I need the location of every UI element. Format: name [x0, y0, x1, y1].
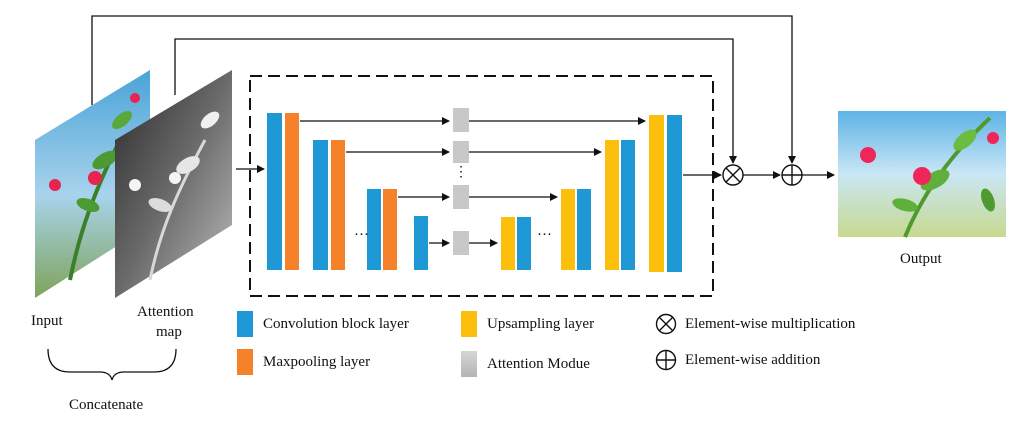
legend-conv: Convolution block layer — [237, 311, 409, 337]
circled-times-icon — [655, 313, 677, 335]
ellipsis-encoder: ··· — [354, 227, 369, 243]
circled-plus-icon — [655, 349, 677, 371]
output-label: Output — [900, 251, 942, 267]
conv-block-enc-2 — [313, 140, 328, 270]
upsample-dec-1 — [649, 115, 664, 272]
attention-module-3 — [453, 185, 469, 209]
maxpool-enc-2 — [331, 140, 345, 270]
maxpool-enc-3 — [383, 189, 397, 270]
legend-attention-swatch — [461, 351, 477, 377]
concatenate-label: Concatenate — [69, 397, 144, 413]
maxpool-enc-1 — [285, 113, 299, 270]
skip-line-attention-map — [174, 38, 737, 164]
legend-upsample: Upsampling layer — [461, 311, 594, 337]
conv-block-dec-2 — [621, 140, 635, 270]
upsample-dec-3 — [561, 189, 575, 270]
attention-map-label-line1: Attention — [137, 304, 194, 320]
conv-block-dec-4 — [517, 217, 531, 270]
conv-block-enc-3 — [367, 189, 381, 270]
conv-block-dec-3 — [577, 189, 591, 270]
legend-conv-label: Convolution block layer — [263, 315, 409, 332]
addition-op-icon — [781, 164, 803, 186]
legend-attention-label: Attention Modue — [487, 355, 590, 372]
conv-block-enc-1 — [267, 113, 282, 270]
conv-block-dec-1 — [667, 115, 682, 272]
legend-conv-swatch — [237, 311, 253, 337]
upsample-dec-2 — [605, 140, 619, 270]
legend-maxpool-swatch — [237, 349, 253, 375]
input-label: Input — [31, 313, 63, 329]
concatenate-brace — [47, 348, 177, 381]
legend-addition-label: Element-wise addition — [685, 351, 821, 368]
legend-attention: Attention Modue — [461, 351, 590, 377]
attention-map-label-line2: map — [156, 324, 182, 340]
legend-multiplication-label: Element-wise multiplication — [685, 315, 856, 332]
attention-module-1 — [453, 108, 469, 132]
attention-module-2 — [453, 141, 469, 163]
attention-map-image — [115, 70, 232, 298]
attention-module-4 — [453, 231, 469, 255]
legend-maxpool: Maxpooling layer — [237, 349, 370, 375]
output-image — [838, 111, 1006, 238]
legend-upsample-label: Upsampling layer — [487, 315, 595, 332]
multiplication-op-icon — [722, 164, 744, 186]
ellipsis-vertical: ⋮ — [454, 165, 468, 180]
legend-maxpool-label: Maxpooling layer — [263, 353, 371, 370]
legend-upsample-swatch — [461, 311, 477, 337]
conv-block-bottleneck — [414, 216, 428, 270]
legend-addition: Element-wise addition — [655, 349, 820, 371]
legend-multiplication: Element-wise multiplication — [655, 313, 855, 335]
ellipsis-decoder: ··· — [537, 227, 552, 243]
skip-line-input — [91, 15, 796, 164]
upsample-dec-4 — [501, 217, 515, 270]
